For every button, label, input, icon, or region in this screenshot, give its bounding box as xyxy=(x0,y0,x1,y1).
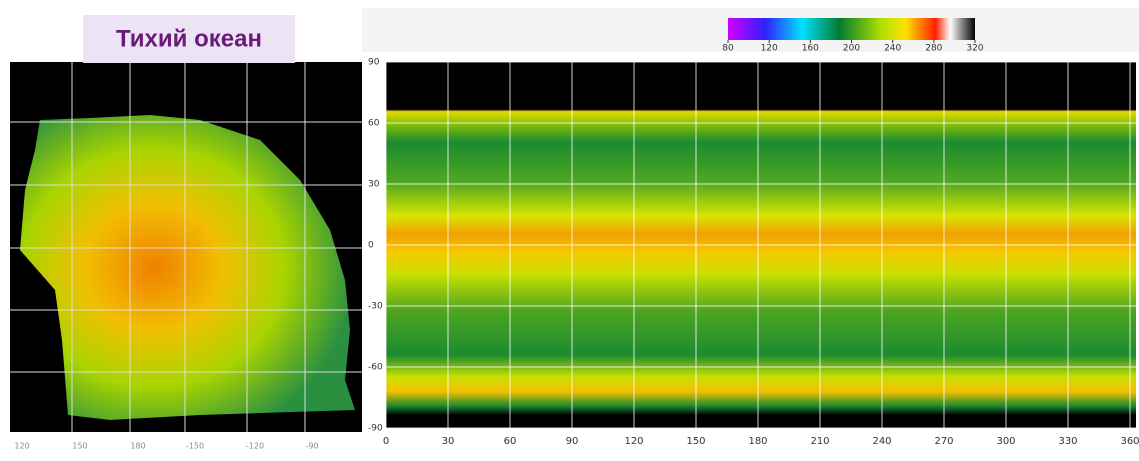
title: Тихий океан xyxy=(116,25,262,52)
lon-label: 120 xyxy=(14,442,29,451)
lon-label: -150 xyxy=(186,442,204,451)
lon-label: -90 xyxy=(305,442,318,451)
x-tick-label: 270 xyxy=(934,436,953,447)
y-tick-label: -30 xyxy=(368,302,383,312)
x-tick-label: 240 xyxy=(872,436,891,447)
y-tick-label: 90 xyxy=(368,58,380,68)
x-tick-label: 90 xyxy=(566,436,579,447)
x-tick-label: 0 xyxy=(383,436,389,447)
y-tick-label: -60 xyxy=(368,363,383,373)
colorbar-tick-label: 120 xyxy=(761,44,778,54)
colorbar xyxy=(728,18,975,40)
colorbar-tick-label: 160 xyxy=(802,44,819,54)
colorbar-tick-label: 200 xyxy=(843,44,860,54)
x-tick-label: 210 xyxy=(810,436,829,447)
y-tick-label: 60 xyxy=(368,119,380,129)
x-tick-label: 300 xyxy=(996,436,1015,447)
screen: Тихий океан 120 150 180 -150 -120 -90 80 120 160… xyxy=(0,0,1139,457)
x-tick-label: 60 xyxy=(504,436,517,447)
x-tick-label: 180 xyxy=(748,436,767,447)
colorbar-tick-label: 240 xyxy=(884,44,901,54)
lon-label: 150 xyxy=(72,442,87,451)
x-tick-label: 30 xyxy=(442,436,455,447)
x-tick-label: 360 xyxy=(1120,436,1139,447)
lon-label: 180 xyxy=(130,442,145,451)
x-tick-label: 330 xyxy=(1058,436,1077,447)
y-tick-label: 0 xyxy=(368,241,374,251)
x-tick-label: 150 xyxy=(686,436,705,447)
y-tick-label: -90 xyxy=(368,424,383,434)
colorbar-tick-label: 320 xyxy=(966,44,983,54)
x-tick-label: 120 xyxy=(624,436,643,447)
lon-label: -120 xyxy=(246,442,264,451)
y-tick-label: 30 xyxy=(368,180,380,190)
colorbar-tick-label: 280 xyxy=(925,44,942,54)
colorbar-tick-label: 80 xyxy=(722,44,734,54)
